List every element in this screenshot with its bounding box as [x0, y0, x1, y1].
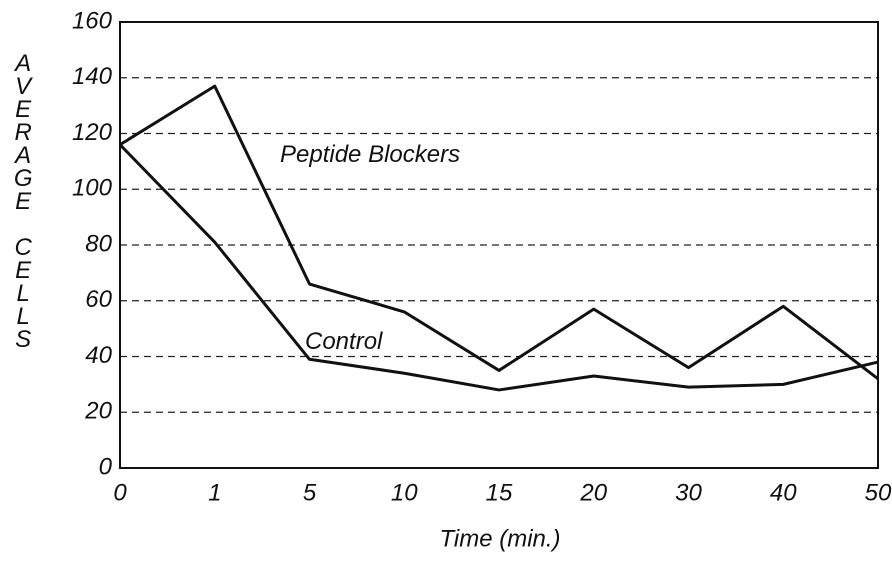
x-tick-label: 1: [208, 479, 221, 506]
series-label: Control: [305, 328, 383, 355]
y-tick-label: 40: [85, 342, 112, 369]
y-tick-label: 20: [84, 398, 112, 425]
x-tick-label: 40: [770, 479, 797, 506]
y-tick-label: 140: [72, 63, 113, 90]
x-tick-label: 5: [303, 479, 317, 506]
y-tick-label: 160: [72, 7, 113, 34]
plot-frame: [119, 21, 879, 469]
x-tick-label: 30: [675, 479, 702, 506]
y-tick-label: 0: [99, 453, 113, 480]
y-axis-label: AVERAGE CELLS: [10, 50, 37, 349]
y-tick-label: 80: [85, 230, 112, 257]
y-tick-label: 120: [72, 119, 113, 146]
x-tick-label: 20: [579, 479, 607, 506]
x-axis-label: Time (min.): [439, 525, 560, 552]
series-line: [118, 143, 879, 392]
series-line: [119, 84, 879, 380]
y-tick-label: 60: [85, 286, 112, 313]
y-tick-label: 100: [72, 175, 113, 202]
x-tick-label: 15: [486, 479, 513, 506]
series-label: Peptide Blockers: [280, 141, 460, 168]
x-tick-label: 0: [113, 479, 127, 506]
x-tick-label: 50: [865, 479, 892, 506]
x-tick-label: 10: [391, 479, 418, 506]
